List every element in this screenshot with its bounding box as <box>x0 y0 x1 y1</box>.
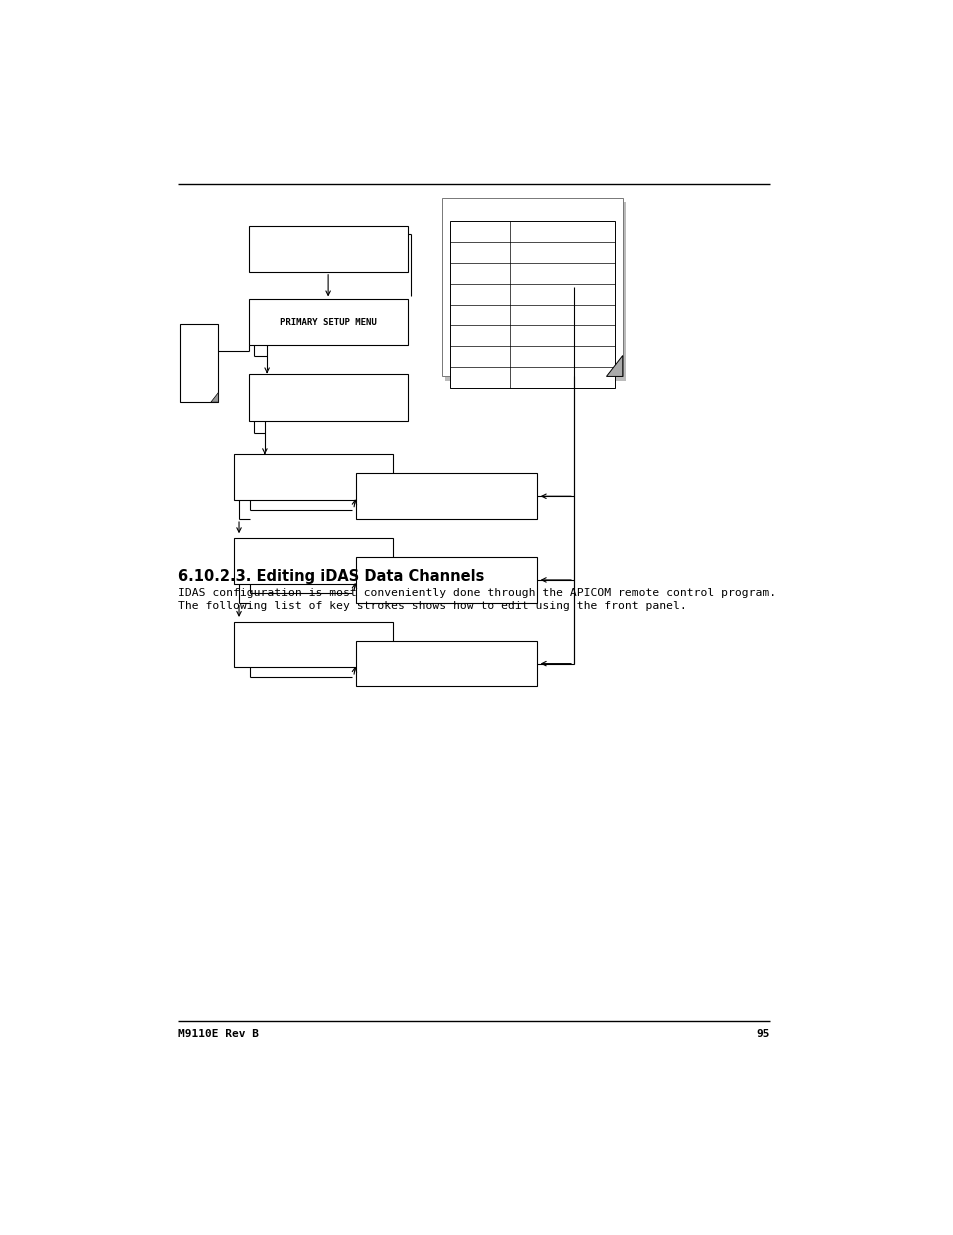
Bar <box>249 373 407 421</box>
Text: PRIMARY SETUP MENU: PRIMARY SETUP MENU <box>279 317 376 327</box>
Bar <box>233 538 393 584</box>
Polygon shape <box>606 356 622 377</box>
Bar <box>180 324 218 403</box>
Text: 6.10.2.3. Editing iDAS Data Channels: 6.10.2.3. Editing iDAS Data Channels <box>178 568 484 583</box>
Bar <box>249 299 407 345</box>
Bar <box>355 641 537 687</box>
Text: M9110E Rev B: M9110E Rev B <box>178 1029 259 1039</box>
Bar <box>355 557 537 603</box>
Bar <box>445 203 626 382</box>
Text: The following list of key strokes shows how to edit using the front panel.: The following list of key strokes shows … <box>178 601 686 611</box>
Bar <box>233 621 393 667</box>
Bar <box>441 198 622 377</box>
Bar <box>355 473 537 519</box>
Text: IDAS configuration is most conveniently done through the APICOM remote control p: IDAS configuration is most conveniently … <box>178 588 776 598</box>
Polygon shape <box>211 393 218 403</box>
Text: 95: 95 <box>756 1029 769 1039</box>
Bar <box>450 221 615 388</box>
Bar <box>249 226 407 272</box>
Bar <box>233 454 393 500</box>
